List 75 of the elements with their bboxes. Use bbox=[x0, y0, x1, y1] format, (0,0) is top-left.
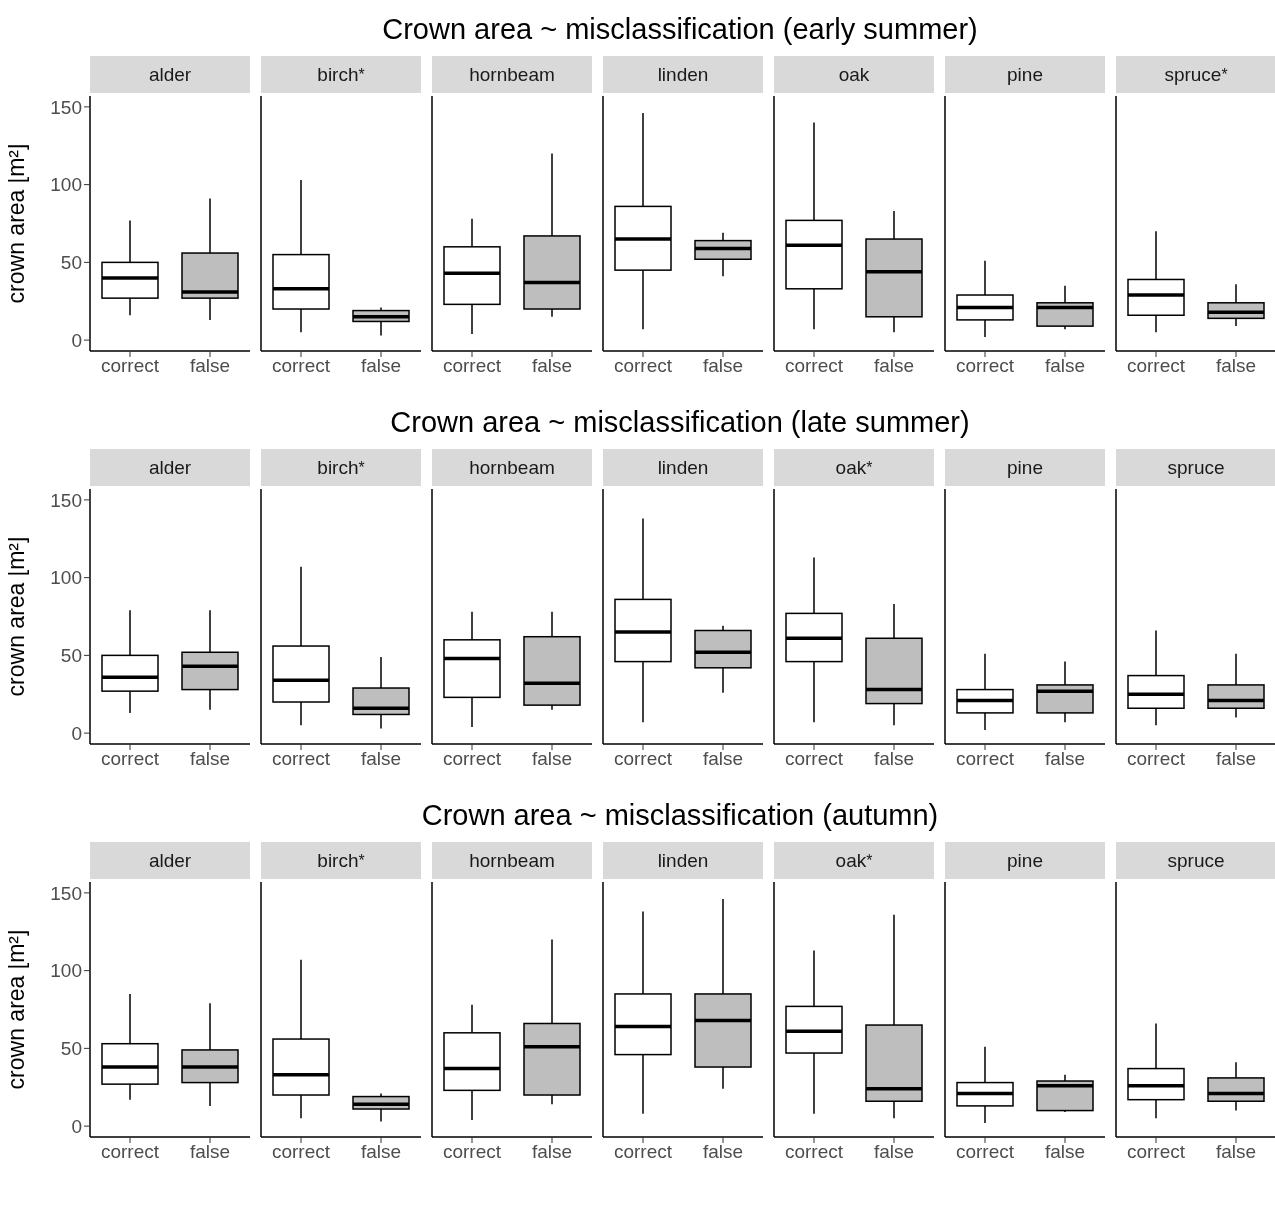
x-tick-label: correct bbox=[613, 355, 673, 377]
y-axis-title: crown area [m²] bbox=[3, 929, 30, 1090]
x-tick-label: false bbox=[702, 748, 744, 770]
x-tick-label: false bbox=[1044, 1141, 1086, 1163]
x-tick-label: correct bbox=[613, 1141, 673, 1163]
chart-subtitle: spruce bbox=[1116, 449, 1275, 486]
x-tick-label: false bbox=[702, 1141, 744, 1163]
chart-subtitle: pine bbox=[945, 56, 1105, 93]
chart-title: Crown area ~ misclassification (late summer) bbox=[389, 405, 971, 440]
chart-subtitle: alder bbox=[90, 56, 250, 93]
y-tick-label: 0 bbox=[71, 722, 82, 744]
chart-title: Crown area ~ misclassification (early summer) bbox=[381, 12, 979, 47]
y-tick-label: 50 bbox=[60, 252, 82, 274]
x-tick-label: correct bbox=[784, 355, 844, 377]
x-tick-label: correct bbox=[271, 1141, 331, 1163]
y-tick-label: 50 bbox=[60, 1038, 82, 1060]
y-tick-label: 150 bbox=[50, 96, 82, 118]
x-tick-label: false bbox=[360, 355, 402, 377]
x-tick-label: correct bbox=[613, 748, 673, 770]
x-tick-label: false bbox=[873, 1141, 915, 1163]
x-tick-label: correct bbox=[100, 1141, 160, 1163]
x-tick-label: correct bbox=[784, 1141, 844, 1163]
y-axis-title: crown area [m²] bbox=[3, 143, 30, 304]
y-tick-label: 50 bbox=[60, 645, 82, 667]
chart-subtitle: hornbeam bbox=[432, 449, 592, 486]
x-tick-label: false bbox=[1044, 748, 1086, 770]
chart-subtitle: linden bbox=[603, 56, 763, 93]
y-tick-label: 150 bbox=[50, 489, 82, 511]
chart-subtitle: linden bbox=[603, 449, 763, 486]
y-tick-label: 150 bbox=[50, 882, 82, 904]
x-tick-label: correct bbox=[442, 748, 502, 770]
x-tick-label: correct bbox=[784, 748, 844, 770]
y-tick-label: 100 bbox=[50, 960, 82, 982]
x-tick-label: correct bbox=[955, 748, 1015, 770]
x-tick-label: false bbox=[1215, 748, 1257, 770]
chart-subtitle: alder bbox=[90, 449, 250, 486]
x-tick-label: correct bbox=[1126, 748, 1186, 770]
y-tick-label: 0 bbox=[71, 329, 82, 351]
x-tick-label: false bbox=[873, 748, 915, 770]
x-tick-label: false bbox=[360, 1141, 402, 1163]
y-tick-label: 100 bbox=[50, 174, 82, 196]
x-tick-label: correct bbox=[955, 355, 1015, 377]
x-tick-label: false bbox=[360, 748, 402, 770]
chart-subtitle: hornbeam bbox=[432, 56, 592, 93]
y-tick-label: 0 bbox=[71, 1115, 82, 1137]
x-tick-label: correct bbox=[100, 748, 160, 770]
chart-subtitle: spruce bbox=[1116, 842, 1275, 879]
x-tick-label: correct bbox=[442, 355, 502, 377]
x-tick-label: false bbox=[531, 355, 573, 377]
chart-subtitle: linden bbox=[603, 842, 763, 879]
x-tick-label: correct bbox=[1126, 355, 1186, 377]
x-tick-label: correct bbox=[271, 355, 331, 377]
x-tick-label: correct bbox=[955, 1141, 1015, 1163]
y-tick-label: 100 bbox=[50, 567, 82, 589]
chart-subtitle: pine bbox=[945, 449, 1105, 486]
x-tick-label: correct bbox=[271, 748, 331, 770]
x-tick-label: correct bbox=[100, 355, 160, 377]
chart-title: Crown area ~ misclassification (autumn) bbox=[420, 798, 940, 833]
x-tick-label: false bbox=[189, 748, 231, 770]
x-tick-label: correct bbox=[1126, 1141, 1186, 1163]
x-tick-label: false bbox=[531, 748, 573, 770]
x-tick-label: false bbox=[531, 1141, 573, 1163]
x-tick-label: correct bbox=[442, 1141, 502, 1163]
x-tick-label: false bbox=[1215, 1141, 1257, 1163]
x-tick-label: false bbox=[189, 1141, 231, 1163]
chart-subtitle: oak bbox=[774, 56, 934, 93]
chart-subtitle: hornbeam bbox=[432, 842, 592, 879]
x-tick-label: false bbox=[1215, 355, 1257, 377]
x-tick-label: false bbox=[1044, 355, 1086, 377]
y-axis-title: crown area [m²] bbox=[3, 536, 30, 697]
chart-subtitle: alder bbox=[90, 842, 250, 879]
chart-subtitle: pine bbox=[945, 842, 1105, 879]
x-tick-label: false bbox=[702, 355, 744, 377]
x-tick-label: false bbox=[189, 355, 231, 377]
x-tick-label: false bbox=[873, 355, 915, 377]
